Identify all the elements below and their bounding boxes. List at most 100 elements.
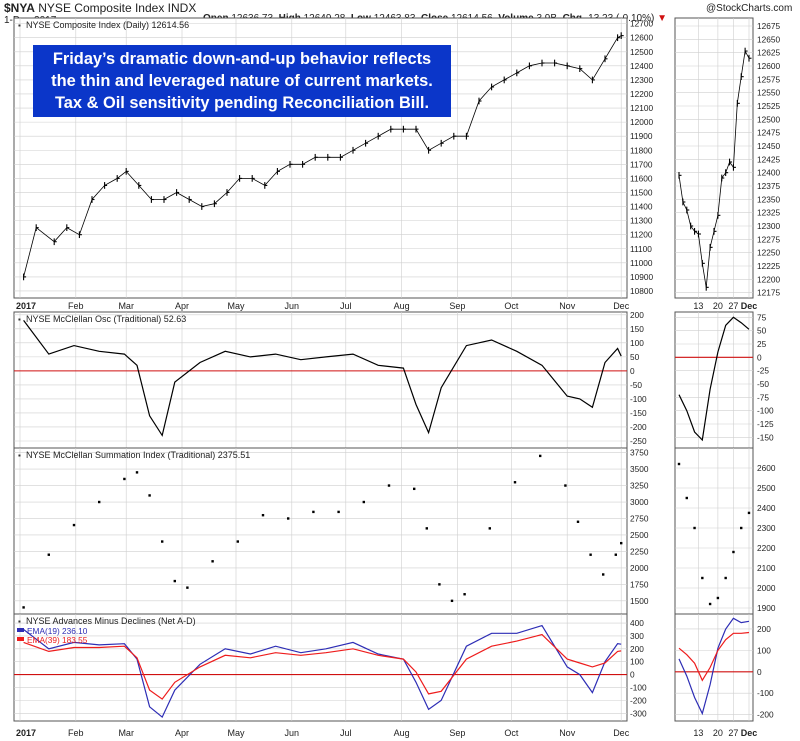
zoom-y-tick-label: 0 bbox=[757, 667, 762, 677]
zoom-y-tick-label: 12550 bbox=[757, 88, 780, 98]
zoom-y-tick-label: 12450 bbox=[757, 141, 780, 151]
y-tick-label: 2500 bbox=[630, 530, 649, 540]
y-tick-label: 12600 bbox=[630, 33, 653, 43]
y-tick-label: 100 bbox=[630, 338, 644, 348]
zoom-x-tick-label: 20 bbox=[713, 728, 723, 738]
price-panel-zoom-grid bbox=[675, 18, 753, 298]
zoom-y-tick-label: 12375 bbox=[757, 181, 780, 191]
mcclellan-summation-series-point bbox=[186, 586, 189, 589]
zoom-y-tick-label: 12425 bbox=[757, 154, 780, 164]
zoom-y-tick-label: 2600 bbox=[757, 463, 776, 473]
mcclellan-summation-series-point bbox=[413, 487, 416, 491]
mcclellan-summation-series-point bbox=[425, 527, 428, 530]
legend-entry: EMA(19) 236.10 bbox=[27, 626, 88, 636]
zoom-y-tick-label: -200 bbox=[757, 710, 774, 720]
y-tick-label: 11100 bbox=[630, 244, 652, 254]
y-tick-label: 11000 bbox=[630, 258, 653, 268]
mcclellan-osc-series-line bbox=[23, 320, 622, 437]
y-tick-label: 0 bbox=[630, 670, 635, 680]
legend-swatch bbox=[17, 637, 24, 641]
zoom-y-tick-label: 12600 bbox=[757, 61, 780, 71]
x-tick-label: Aug bbox=[394, 728, 410, 738]
panel-title: NYSE Composite Index (Daily) 12614.56 bbox=[26, 20, 189, 30]
zoom-y-tick-label: 12175 bbox=[757, 288, 780, 298]
zoom-y-tick-label: 200 bbox=[757, 624, 771, 634]
annotation-line-2: the thin and leveraged nature of current… bbox=[51, 72, 433, 90]
price-panel-grid bbox=[14, 18, 627, 298]
zoom-y-tick-label: 12625 bbox=[757, 48, 780, 58]
x-tick-label: Jul bbox=[340, 301, 352, 311]
x-tick-label: Apr bbox=[175, 728, 189, 738]
y-tick-label: -200 bbox=[630, 422, 647, 432]
panel-title: NYSE McClellan Osc (Traditional) 52.63 bbox=[26, 314, 186, 324]
annotation-line-1: Friday’s dramatic down-and-up behavior r… bbox=[52, 50, 432, 68]
x-tick-label: Aug bbox=[394, 301, 410, 311]
stockcharts-credit: @StockCharts.com bbox=[706, 3, 793, 14]
mcclellan-summation-series-point bbox=[614, 553, 617, 556]
y-tick-label: 1500 bbox=[630, 596, 649, 606]
mcclellan-summation-zoom-series-point bbox=[716, 596, 720, 600]
zoom-y-tick-label: 100 bbox=[757, 645, 771, 655]
zoom-x-tick-label: 13 bbox=[693, 301, 703, 311]
advances-declines-panel-zoom-grid bbox=[675, 614, 753, 721]
mcclellan-summation-series-point bbox=[72, 523, 76, 527]
mcclellan-summation-series-point bbox=[438, 583, 441, 586]
x-tick-label: Jun bbox=[285, 301, 300, 311]
zoom-series-ema39-line bbox=[678, 631, 750, 682]
mcclellan-summation-series-point bbox=[161, 540, 164, 543]
zoom-x-tick-label: Dec bbox=[741, 301, 758, 311]
zoom-y-tick-label: 12400 bbox=[757, 168, 780, 178]
x-tick-label: Apr bbox=[175, 301, 189, 311]
x-tick-label: Dec bbox=[613, 728, 630, 738]
x-tick-label: 2017 bbox=[16, 301, 36, 311]
y-tick-label: 2250 bbox=[630, 546, 649, 556]
y-tick-label: 11900 bbox=[630, 131, 653, 141]
mcclellan-summation-zoom-series-point bbox=[724, 576, 727, 580]
y-tick-label: 2750 bbox=[630, 513, 649, 523]
panel-title: NYSE McClellan Summation Index (Traditio… bbox=[26, 450, 250, 460]
mcclellan-summation-panel-grid bbox=[14, 448, 627, 614]
x-tick-label: Jun bbox=[285, 728, 300, 738]
y-tick-label: -100 bbox=[630, 682, 647, 692]
y-tick-label: 12700 bbox=[630, 19, 653, 29]
panel-title-marker-icon: ▪ bbox=[18, 451, 21, 460]
mcclellan-osc-panel-zoom-grid bbox=[675, 312, 753, 448]
mcclellan-summation-zoom-series-point bbox=[685, 496, 688, 500]
zoom-y-tick-label: 12325 bbox=[757, 208, 780, 218]
y-tick-label: 3000 bbox=[630, 497, 649, 507]
x-tick-label: Feb bbox=[68, 728, 84, 738]
x-tick-label: Nov bbox=[559, 301, 576, 311]
x-tick-label: Dec bbox=[613, 301, 630, 311]
zoom-y-tick-label: -50 bbox=[757, 379, 769, 389]
y-tick-label: 12400 bbox=[630, 61, 653, 71]
mcclellan-summation-series-point bbox=[47, 553, 50, 556]
y-tick-label: 2000 bbox=[630, 563, 649, 573]
x-tick-label: 2017 bbox=[16, 728, 36, 738]
mcclellan-osc-zoom-series-line bbox=[678, 316, 750, 442]
y-tick-label: 12200 bbox=[630, 89, 653, 99]
price-zoom-series-line bbox=[678, 49, 750, 288]
x-tick-label: Sep bbox=[449, 728, 465, 738]
zoom-y-tick-label: 75 bbox=[757, 312, 767, 322]
y-tick-label: 150 bbox=[630, 324, 644, 334]
mcclellan-summation-zoom-series-point bbox=[708, 602, 712, 606]
mcclellan-summation-series-point bbox=[362, 500, 365, 504]
y-tick-label: 12300 bbox=[630, 75, 653, 85]
mcclellan-summation-series-point bbox=[22, 606, 25, 609]
y-tick-label: 11600 bbox=[630, 173, 653, 183]
zoom-y-tick-label: 2200 bbox=[757, 543, 776, 553]
zoom-y-tick-label: -125 bbox=[757, 419, 774, 429]
x-tick-label: Oct bbox=[504, 728, 519, 738]
mcclellan-summation-series-point bbox=[312, 510, 315, 514]
mcclellan-osc-panel-zoom-frame bbox=[674, 311, 754, 449]
y-tick-label: 12500 bbox=[630, 47, 653, 57]
mcclellan-summation-series-point bbox=[211, 560, 214, 563]
price-panel-zoom-frame bbox=[674, 17, 754, 299]
y-tick-label: -300 bbox=[630, 708, 647, 718]
y-tick-label: 3250 bbox=[630, 481, 649, 491]
zoom-y-tick-label: 2400 bbox=[757, 503, 776, 513]
mcclellan-summation-panel-main-frame bbox=[13, 447, 628, 615]
zoom-y-tick-label: 2100 bbox=[757, 563, 776, 573]
zoom-y-tick-label: 12225 bbox=[757, 261, 780, 271]
mcclellan-summation-series-point bbox=[620, 541, 623, 545]
